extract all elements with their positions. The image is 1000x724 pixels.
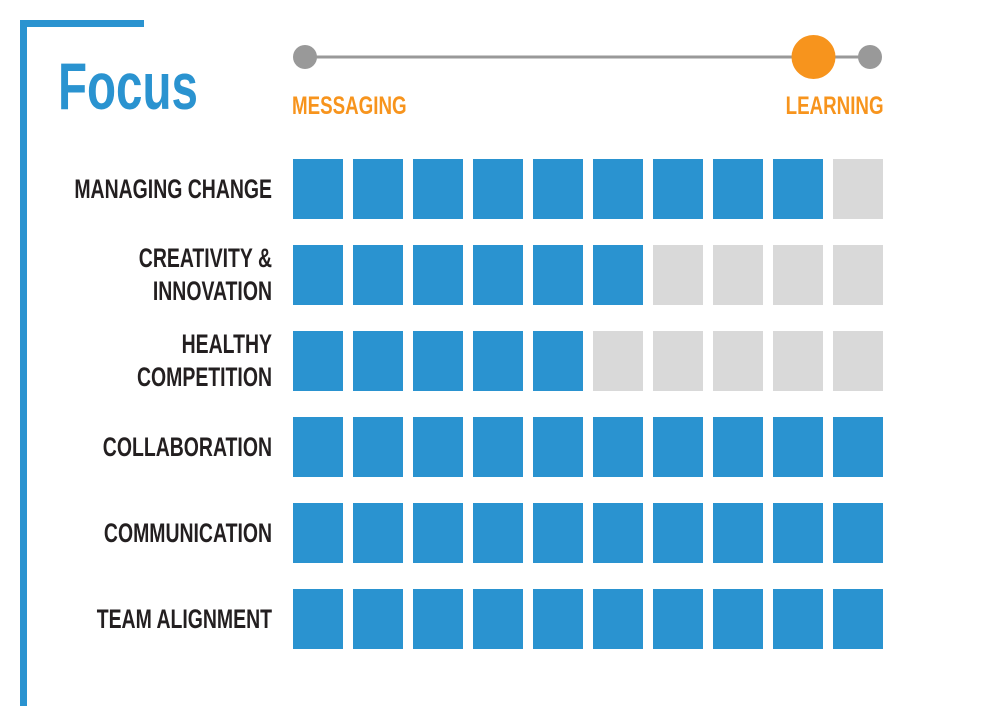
rating-square (653, 503, 703, 563)
category-label: MANAGING CHANGE (74, 173, 272, 204)
rating-square (353, 331, 403, 391)
rating-square (293, 331, 343, 391)
rating-square (473, 417, 523, 477)
slider-knob (791, 35, 836, 79)
rating-square (833, 503, 883, 563)
rating-square (353, 159, 403, 219)
rating-square (353, 503, 403, 563)
chart-title: Focus (58, 49, 198, 123)
rating-square (533, 417, 583, 477)
rating-square (533, 331, 583, 391)
rating-square (833, 589, 883, 649)
rating-square-empty (713, 245, 763, 305)
rating-square (593, 503, 643, 563)
rating-square (713, 417, 763, 477)
rating-square (293, 245, 343, 305)
rating-square (413, 159, 463, 219)
rating-square-empty (833, 159, 883, 219)
rating-square (593, 589, 643, 649)
category-label: HEALTHY COMPETITION (137, 329, 272, 392)
rating-square-empty (773, 331, 823, 391)
slider-end (858, 45, 882, 69)
slider-end (293, 45, 317, 69)
rating-square (413, 245, 463, 305)
rating-square (413, 331, 463, 391)
rating-square (413, 589, 463, 649)
rating-square (473, 503, 523, 563)
rating-square (533, 503, 583, 563)
rating-square (533, 245, 583, 305)
rating-square (353, 417, 403, 477)
rating-square (353, 589, 403, 649)
rating-square (293, 159, 343, 219)
rating-square (413, 503, 463, 563)
rating-square (773, 159, 823, 219)
frame-bar (20, 20, 27, 706)
rating-square (773, 503, 823, 563)
rating-square (353, 245, 403, 305)
rating-square (473, 245, 523, 305)
rating-square-empty (653, 245, 703, 305)
frame-bar (20, 20, 144, 27)
rating-square (773, 589, 823, 649)
rating-square-empty (653, 331, 703, 391)
category-label: COLLABORATION (102, 431, 272, 462)
rating-square (293, 503, 343, 563)
slider-left-label: MESSAGING (292, 92, 407, 120)
rating-square (533, 159, 583, 219)
category-label: COMMUNICATION (103, 517, 272, 548)
rating-square (653, 589, 703, 649)
rating-square-empty (773, 245, 823, 305)
category-label: CREATIVITY & INNOVATION (138, 243, 272, 306)
slider-right-label: LEARNING (786, 92, 884, 120)
rating-square-empty (833, 245, 883, 305)
rating-square (713, 503, 763, 563)
rating-square (653, 417, 703, 477)
rating-square (413, 417, 463, 477)
rating-square (473, 331, 523, 391)
rating-square (293, 417, 343, 477)
rating-square (593, 159, 643, 219)
rating-square (713, 589, 763, 649)
rating-square-empty (593, 331, 643, 391)
rating-square (713, 159, 763, 219)
rating-square (593, 245, 643, 305)
rating-square (653, 159, 703, 219)
rating-square (473, 589, 523, 649)
rating-square (773, 417, 823, 477)
rating-square (833, 417, 883, 477)
rating-square (293, 589, 343, 649)
rating-square (593, 417, 643, 477)
rating-square-empty (713, 331, 763, 391)
rating-square-empty (833, 331, 883, 391)
rating-square (533, 589, 583, 649)
category-label: TEAM ALIGNMENT (96, 603, 272, 634)
rating-square (473, 159, 523, 219)
